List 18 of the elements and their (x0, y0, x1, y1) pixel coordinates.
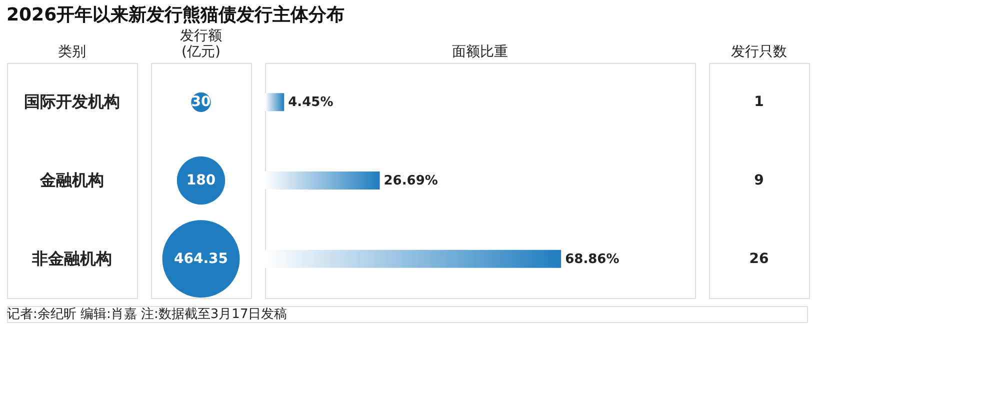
y-tick-label: 金融机构 (39, 170, 104, 190)
data-label: 26 (749, 250, 769, 267)
x-axis-title: 面额比重 (452, 44, 508, 60)
text: 发行只数 (731, 44, 787, 60)
data-label: 9 (754, 172, 764, 188)
y-tick-label: 国际开发机构 (24, 92, 120, 112)
y-tick-label: 非金融机构 (31, 248, 112, 268)
text: 记者:余纪昕 编辑:肖嘉 注:数据截至3月17日发稿 (7, 307, 288, 322)
data-label: 26.69% (384, 174, 438, 188)
chart-title: 2026开年以来新发行熊猫债发行主体分布 (6, 4, 345, 26)
data-label: 4.45% (288, 95, 334, 110)
data-label: 1 (754, 94, 764, 110)
data-label: 464.35 (174, 250, 228, 267)
data-label: 30 (191, 94, 211, 110)
data-label: 180 (186, 172, 216, 188)
y-axis-title: 类别 (58, 44, 86, 60)
text: 发行额(亿元) (180, 28, 222, 60)
data-label: 68.86% (565, 252, 620, 267)
